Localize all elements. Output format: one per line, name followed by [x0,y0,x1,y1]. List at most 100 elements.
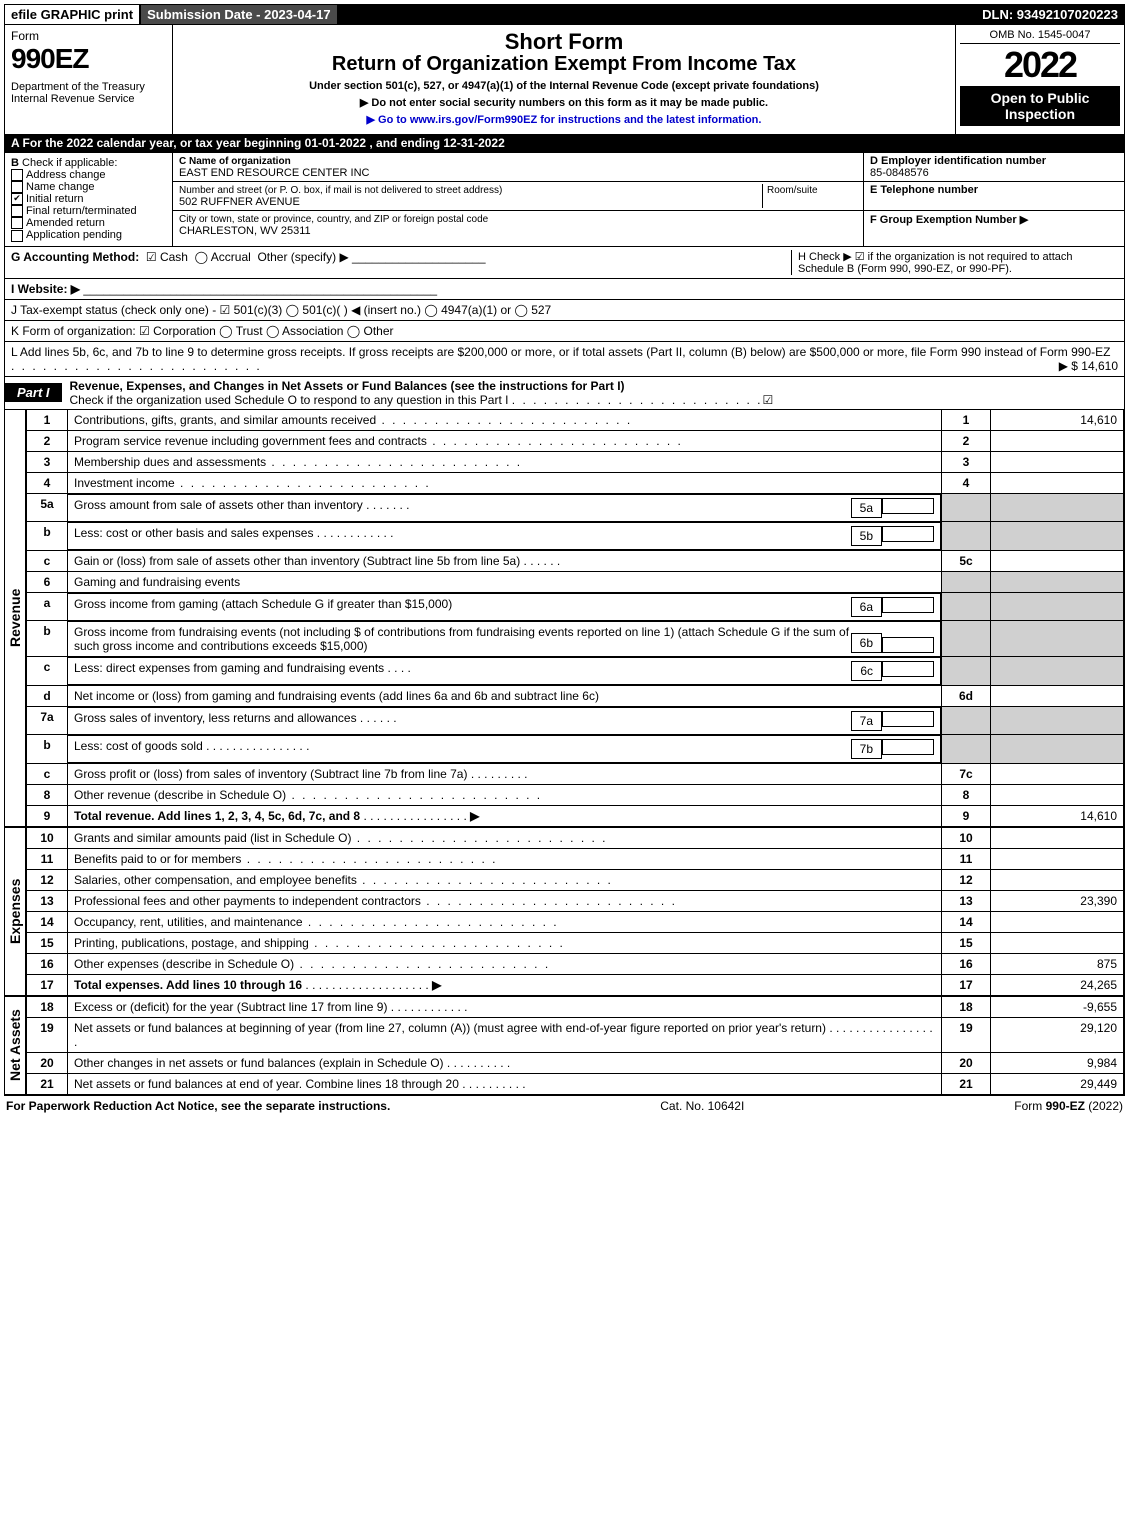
dln: DLN: 93492107020223 [976,5,1124,24]
ein-value: 85-0848576 [870,167,929,179]
row-a-period: A For the 2022 calendar year, or tax yea… [5,134,1124,152]
l5c-desc: Gain or (loss) from sale of assets other… [74,554,520,568]
b-item-5: Application pending [26,229,122,241]
part1-check: Check if the organization used Schedule … [70,393,509,407]
l21-desc: Net assets or fund balances at end of ye… [74,1077,459,1091]
chk-name[interactable] [11,181,23,193]
title-block: Short Form Return of Organization Exempt… [173,25,956,134]
l6a-desc: Gross income from gaming (attach Schedul… [74,597,851,617]
chk-amended[interactable] [11,217,23,229]
l10-desc: Grants and similar amounts paid (list in… [74,831,351,845]
top-bar: efile GRAPHIC print Submission Date - 20… [4,4,1125,25]
title-main: Return of Organization Exempt From Incom… [181,53,947,76]
i-label: I Website: ▶ [11,282,80,296]
chk-address[interactable] [11,169,23,181]
part1-title: Revenue, Expenses, and Changes in Net As… [70,379,625,393]
chk-initial[interactable]: ✔ [11,193,23,205]
l7b-desc: Less: cost of goods sold [74,739,203,753]
l19-desc: Net assets or fund balances at beginning… [74,1021,826,1035]
form-word: Form [11,29,166,43]
l-amount: ▶ $ 14,610 [1059,359,1118,373]
l2-desc: Program service revenue including govern… [74,434,427,448]
l9-amt: 14,610 [991,805,1124,826]
revenue-table: 1Contributions, gifts, grants, and simil… [26,409,1124,827]
form-id-block: Form 990EZ Department of the Treasury In… [5,25,173,134]
b-item-3: Final return/terminated [26,205,137,217]
expenses-label: Expenses [5,827,26,996]
netassets-label: Net Assets [5,996,26,1095]
section-c: C Name of organization EAST END RESOURCE… [173,153,864,246]
e-label: E Telephone number [870,184,978,196]
l1-desc: Contributions, gifts, grants, and simila… [74,413,376,427]
year-block: OMB No. 1545-0047 2022 Open to Public In… [956,25,1124,134]
l20-amt: 9,984 [991,1052,1124,1073]
section-b: B Check if applicable: Address change Na… [5,153,173,246]
dots-l [11,359,262,373]
l20-desc: Other changes in net assets or fund bala… [74,1056,444,1070]
tax-year: 2022 [960,44,1120,86]
l14-desc: Occupancy, rent, utilities, and maintena… [74,915,303,929]
chk-pending[interactable] [11,230,23,242]
footer-mid: Cat. No. 10642I [660,1099,744,1113]
l15-desc: Printing, publications, postage, and shi… [74,936,309,950]
l5a-desc: Gross amount from sale of assets other t… [74,498,363,512]
c-label: C Name of organization [179,156,291,167]
l16-desc: Other expenses (describe in Schedule O) [74,957,294,971]
l6-desc: Gaming and fundraising events [68,571,942,592]
b-label: Check if applicable: [22,157,117,169]
subtitle: Under section 501(c), 527, or 4947(a)(1)… [181,80,947,92]
chk-final[interactable] [11,205,23,217]
street-value: 502 RUFFNER AVENUE [179,196,300,208]
l6c-desc: Less: direct expenses from gaming and fu… [74,661,384,675]
open-to-public: Open to Public Inspection [960,86,1120,126]
ssn-warning: ▶ Do not enter social security numbers o… [181,96,947,109]
b-item-2: Initial return [26,193,83,205]
form-number: 990EZ [11,43,166,75]
submission-date: Submission Date - 2023-04-17 [141,5,337,24]
l13-amt: 23,390 [991,890,1124,911]
f-label: F Group Exemption Number ▶ [870,214,1028,226]
l21-amt: 29,449 [991,1073,1124,1094]
l19-amt: 29,120 [991,1017,1124,1052]
j-line: J Tax-exempt status (check only one) - ☑… [5,299,1124,320]
l7a-desc: Gross sales of inventory, less returns a… [74,711,357,725]
b-item-0: Address change [26,169,106,181]
efile-print[interactable]: efile GRAPHIC print [5,5,139,24]
l6d-desc: Net income or (loss) from gaming and fun… [68,685,942,706]
g-accrual: Accrual [211,250,251,264]
omb-number: OMB No. 1545-0047 [960,29,1120,44]
org-name: EAST END RESOURCE CENTER INC [179,167,370,179]
l17-desc: Total expenses. Add lines 10 through 16 [74,978,302,992]
city-label: City or town, state or province, country… [179,214,488,225]
netassets-table: 18Excess or (deficit) for the year (Subt… [26,996,1124,1095]
d-label: D Employer identification number [870,155,1046,167]
l9-desc: Total revenue. Add lines 1, 2, 3, 4, 5c,… [74,809,360,823]
revenue-label: Revenue [5,409,26,827]
dept: Department of the Treasury [11,81,145,93]
l16-amt: 875 [991,953,1124,974]
street-label: Number and street (or P. O. box, if mail… [179,185,502,196]
k-line: K Form of organization: ☑ Corporation ◯ … [5,320,1124,341]
dots-p1 [512,393,763,407]
g-label: G Accounting Method: [11,250,139,264]
l1-amt: 14,610 [991,409,1124,430]
irs: Internal Revenue Service [11,93,135,105]
l4-desc: Investment income [74,476,175,490]
l18-amt: -9,655 [991,996,1124,1017]
b-item-4: Amended return [26,217,105,229]
section-def: D Employer identification number 85-0848… [864,153,1124,246]
part1-tab: Part I [5,383,62,402]
l3-desc: Membership dues and assessments [74,455,266,469]
city-value: CHARLESTON, WV 25311 [179,225,311,237]
l5b-desc: Less: cost or other basis and sales expe… [74,526,313,540]
l7c-desc: Gross profit or (loss) from sales of inv… [74,767,467,781]
l17-amt: 24,265 [991,974,1124,995]
h-text: H Check ▶ ☑ if the organization is not r… [791,250,1118,275]
title-short: Short Form [181,29,947,55]
goto-link[interactable]: ▶ Go to www.irs.gov/Form990EZ for instru… [367,114,762,126]
footer-left: For Paperwork Reduction Act Notice, see … [6,1099,390,1113]
l-text: L Add lines 5b, 6c, and 7b to line 9 to … [11,345,1110,359]
room-label: Room/suite [767,185,818,196]
l11-desc: Benefits paid to or for members [74,852,241,866]
l12-desc: Salaries, other compensation, and employ… [74,873,357,887]
